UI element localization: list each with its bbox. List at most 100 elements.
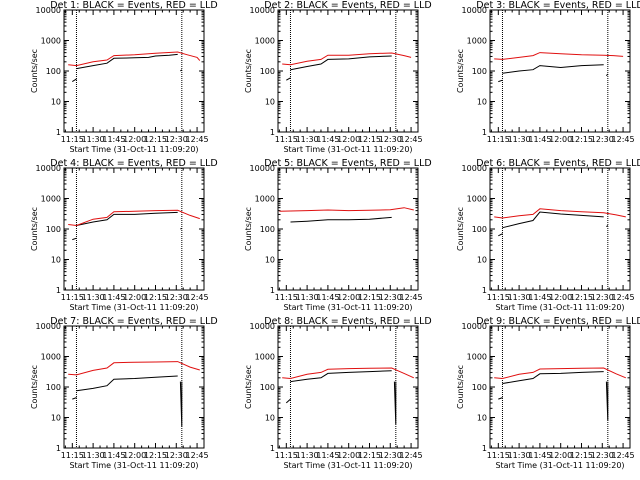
x-axis-label: Start Time (31-Oct-11 11:09:20) (495, 461, 624, 470)
plot-frame (63, 325, 205, 449)
x-tick-label: 11:15 (61, 451, 84, 460)
y-tick-label: 10 (477, 256, 487, 265)
y-tick-label: 100 (472, 225, 487, 234)
x-tick-label: 12:00 (549, 135, 572, 144)
detector-panel-5: Det 5: BLACK = Events, RED = LLD Counts/s… (244, 158, 432, 312)
x-axis-label: Start Time (31-Oct-11 11:09:20) (283, 461, 412, 470)
y-tick-label: 1000 (467, 37, 487, 46)
x-tick-label: 12:15 (358, 451, 381, 460)
x-tick-label: 12:45 (612, 451, 635, 460)
plot-frame (63, 167, 205, 291)
y-axis-label: Counts/sec (456, 49, 465, 93)
x-tick-label: 11:45 (528, 135, 551, 144)
x-tick-label: 12:30 (165, 451, 188, 460)
x-tick-label: 12:15 (144, 135, 167, 144)
panel-title: Det 7: BLACK = Events, RED = LLD (50, 316, 217, 327)
panel-title: Det 5: BLACK = Events, RED = LLD (264, 158, 431, 169)
y-tick-label: 10 (265, 256, 275, 265)
x-tick-label: 11:15 (487, 293, 510, 302)
x-axis-label: Start Time (31-Oct-11 11:09:20) (69, 303, 198, 312)
events-series-line (393, 381, 397, 425)
lld-series-line (494, 367, 626, 380)
plot-frame (63, 9, 205, 133)
y-tick-label: 1 (482, 444, 487, 453)
x-tick-label: 11:30 (508, 135, 531, 144)
lld-series-line (494, 208, 626, 219)
detector-panel-7: Det 7: BLACK = Events, RED = LLD Counts/s… (30, 316, 218, 470)
x-tick-label: 12:45 (186, 293, 209, 302)
x-tick-label: 12:15 (570, 293, 593, 302)
events-series-line (180, 227, 182, 230)
y-tick-label: 1000 (255, 195, 275, 204)
plot-frame (489, 325, 631, 449)
y-tick-label: 10 (477, 98, 487, 107)
x-tick-label: 11:15 (275, 135, 298, 144)
x-tick-label: 12:00 (549, 293, 572, 302)
y-tick-label: 100 (260, 225, 275, 234)
y-tick-label: 10000 (462, 164, 487, 173)
detector-panel-2: Det 2: BLACK = Events, RED = LLD Counts/s… (244, 0, 432, 154)
y-tick-label: 100 (472, 67, 487, 76)
x-tick-label: 11:15 (275, 293, 298, 302)
x-tick-label: 12:15 (570, 451, 593, 460)
detector-panel-3: Det 3: BLACK = Events, RED = LLD Counts/s… (456, 0, 640, 144)
y-tick-label: 10000 (36, 6, 61, 15)
y-tick-label: 100 (472, 383, 487, 392)
x-axis-label: Start Time (31-Oct-11 11:09:20) (495, 303, 624, 312)
events-series-line (502, 64, 604, 74)
y-axis-label: Counts/sec (244, 49, 253, 93)
x-tick-label: 11:45 (528, 451, 551, 460)
y-tick-label: 100 (46, 67, 61, 76)
y-axis-label: Counts/sec (30, 207, 39, 251)
y-axis-label: Counts/sec (244, 207, 253, 251)
y-tick-label: 10000 (250, 6, 275, 15)
y-tick-label: 1 (482, 128, 487, 137)
x-tick-label: 11:30 (82, 293, 105, 302)
events-series-line (72, 237, 77, 241)
events-series-line (180, 69, 183, 72)
y-tick-label: 1000 (467, 353, 487, 362)
lld-series-line (68, 209, 200, 227)
detector-panel-6: Det 6: BLACK = Events, RED = LLD Counts/s… (456, 158, 640, 312)
events-series-line (286, 77, 291, 81)
x-tick-label: 12:00 (123, 135, 146, 144)
y-tick-label: 1 (270, 286, 275, 295)
x-tick-label: 12:45 (186, 451, 209, 460)
detector-panel-4: Det 4: BLACK = Events, RED = LLD Counts/s… (30, 158, 218, 312)
y-tick-label: 1 (56, 444, 61, 453)
x-tick-label: 12:30 (165, 293, 188, 302)
events-series-line (72, 397, 77, 400)
events-series-line (606, 225, 609, 227)
x-tick-label: 12:30 (379, 451, 402, 460)
x-tick-label: 11:15 (275, 451, 298, 460)
events-series-line (606, 73, 609, 77)
x-tick-label: 11:30 (82, 451, 105, 460)
plot-frame (277, 167, 419, 291)
x-tick-label: 12:00 (123, 451, 146, 460)
y-tick-label: 10000 (250, 164, 275, 173)
x-tick-label: 12:00 (337, 135, 360, 144)
y-tick-label: 1000 (255, 353, 275, 362)
x-tick-label: 12:15 (144, 293, 167, 302)
panel-title: Det 2: BLACK = Events, RED = LLD (264, 0, 431, 11)
x-tick-label: 12:30 (165, 135, 188, 144)
y-tick-label: 1 (482, 286, 487, 295)
x-axis-label: Start Time (31-Oct-11 11:09:20) (69, 461, 198, 470)
x-tick-label: 11:45 (102, 135, 125, 144)
x-tick-label: 11:45 (102, 293, 125, 302)
x-tick-label: 11:30 (296, 451, 319, 460)
x-tick-label: 12:45 (186, 135, 209, 144)
events-series-line (605, 381, 609, 421)
y-tick-label: 10 (51, 98, 61, 107)
y-tick-label: 10 (265, 98, 275, 107)
x-tick-label: 11:30 (296, 293, 319, 302)
x-tick-label: 11:45 (316, 293, 339, 302)
x-tick-label: 11:15 (487, 135, 510, 144)
x-tick-label: 11:15 (487, 451, 510, 460)
plot-frame (489, 167, 631, 291)
x-tick-label: 11:15 (61, 135, 84, 144)
x-tick-label: 11:15 (61, 293, 84, 302)
x-tick-label: 12:45 (612, 135, 635, 144)
y-axis-label: Counts/sec (30, 365, 39, 409)
